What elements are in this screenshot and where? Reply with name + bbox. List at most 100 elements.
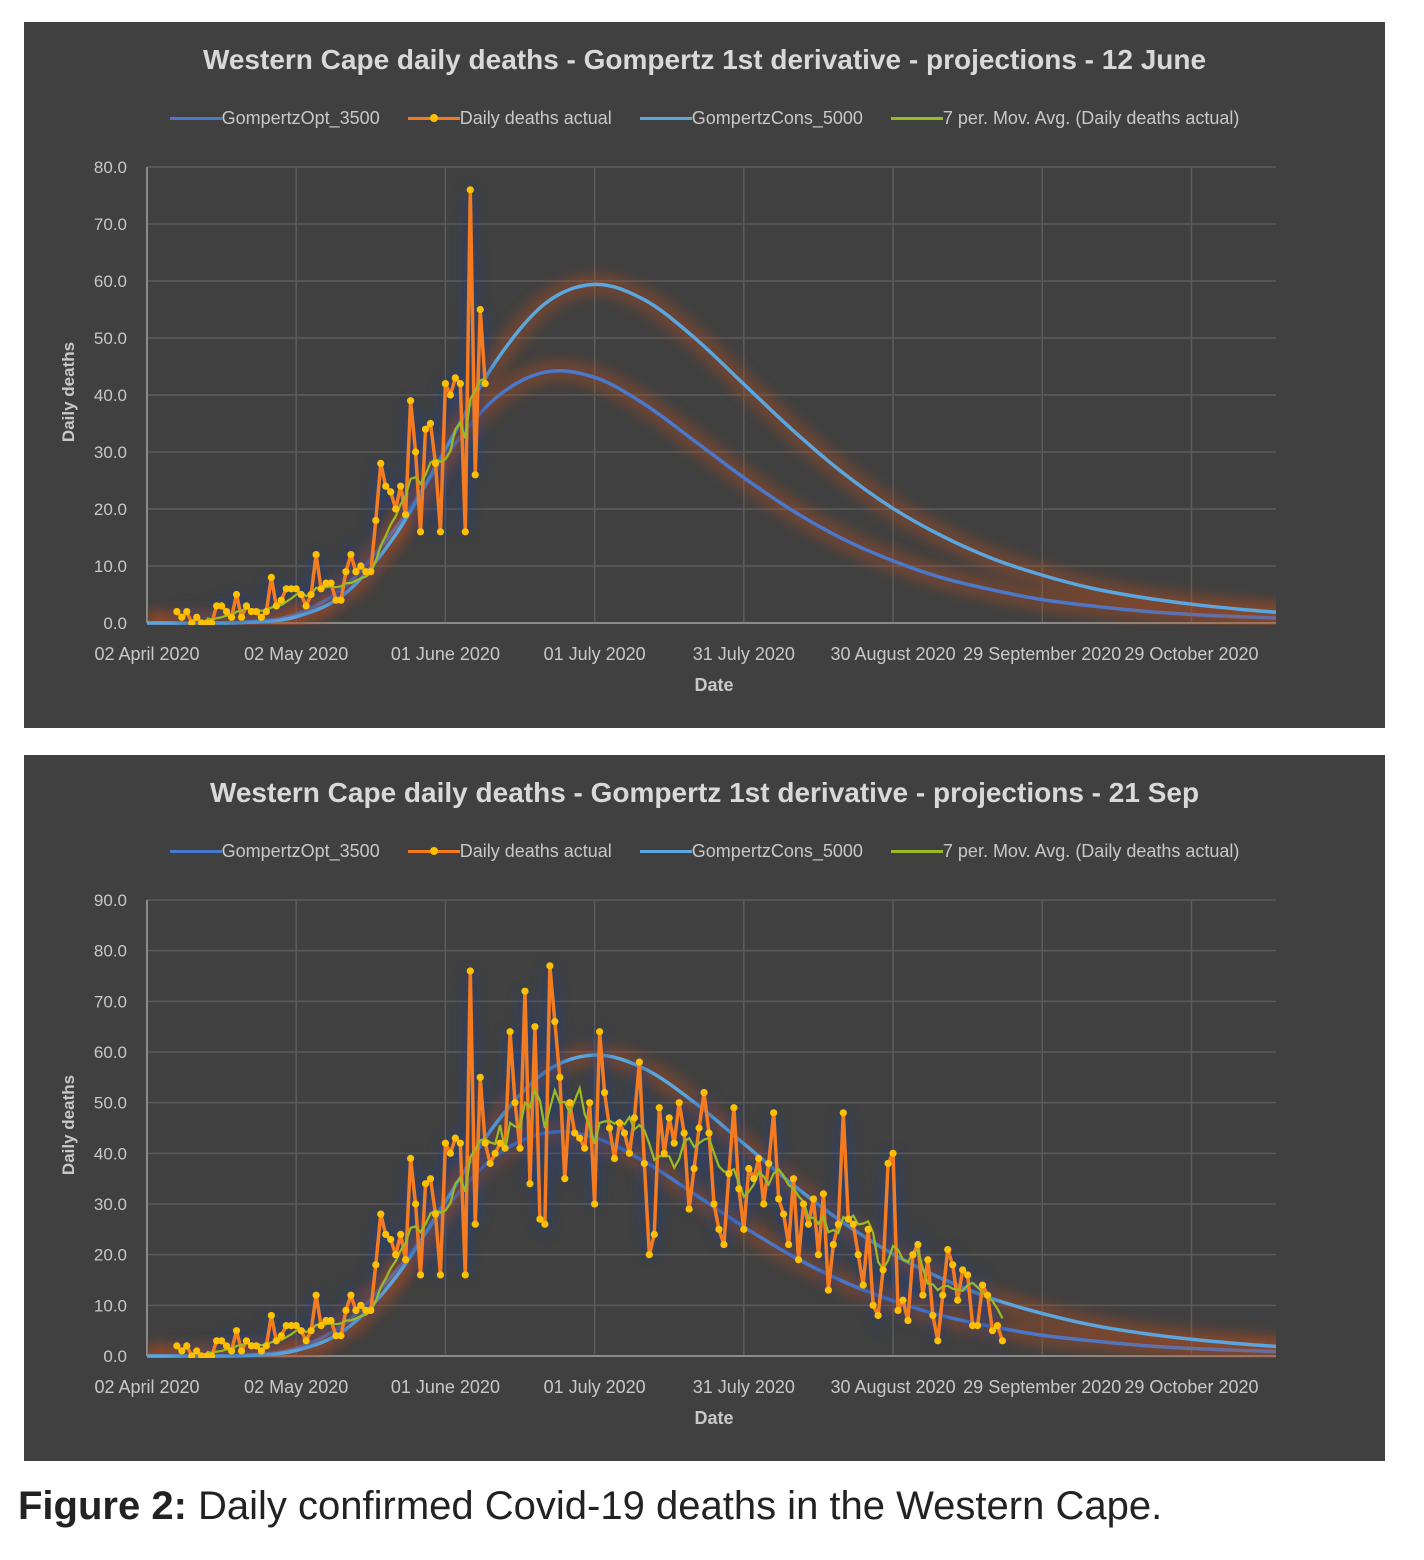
actual-point — [964, 1271, 972, 1279]
actual-point — [302, 1337, 310, 1345]
x-tick-label: 31 July 2020 — [693, 1377, 795, 1397]
actual-point — [869, 1301, 877, 1309]
actual-point — [924, 1256, 932, 1264]
actual-point — [362, 1306, 370, 1314]
actual-point — [208, 1352, 216, 1358]
actual-point — [595, 1028, 604, 1036]
actual-point — [327, 1316, 335, 1325]
actual-point — [969, 1322, 977, 1330]
actual-point — [272, 1337, 280, 1345]
actual-point — [178, 1347, 186, 1355]
chart-21-sep: Western Cape daily deaths - Gompertz 1st… — [24, 755, 1385, 1461]
actual-point — [188, 619, 196, 625]
actual-point — [949, 1261, 957, 1269]
actual-point — [367, 1306, 375, 1314]
actual-point — [193, 1347, 201, 1355]
legend-label: GompertzCons_5000 — [691, 841, 863, 861]
actual-point — [730, 1104, 738, 1112]
actual-point — [262, 608, 270, 616]
actual-point — [451, 374, 459, 382]
actual-point — [725, 1170, 733, 1178]
y-tick-label: 80.0 — [94, 158, 127, 177]
y-tick-label: 30.0 — [94, 1195, 127, 1214]
y-tick-label: 0.0 — [103, 1347, 127, 1366]
actual-point — [605, 1124, 614, 1132]
actual-point — [347, 1291, 355, 1299]
x-tick-label: 02 May 2020 — [244, 1377, 348, 1397]
actual-point — [188, 1352, 196, 1358]
actual-point — [899, 1296, 907, 1304]
actual-point — [516, 1144, 524, 1152]
actual-point — [586, 1099, 594, 1107]
y-tick-label: 30.0 — [94, 443, 127, 462]
actual-point — [600, 1088, 609, 1097]
actual-point — [222, 1342, 231, 1350]
actual-point — [436, 1271, 445, 1279]
actual-point — [282, 585, 290, 593]
actual-point — [382, 1230, 390, 1238]
actual-point — [232, 590, 241, 599]
legend-cons: GompertzCons_5000 — [639, 841, 863, 862]
actual-point — [824, 1286, 832, 1294]
actual-point — [461, 528, 469, 536]
actual-point — [357, 1301, 365, 1309]
legend-label: 7 per. Mov. Avg. (Daily deaths actual) — [942, 841, 1240, 861]
actual-point — [864, 1225, 872, 1233]
actual-point — [615, 1119, 624, 1127]
x-tick-label: 30 August 2020 — [830, 1377, 955, 1397]
legend-label: Daily deaths actual — [459, 841, 612, 861]
actual-point — [854, 1251, 862, 1259]
actual-point — [218, 602, 226, 610]
actual-point — [839, 1109, 847, 1117]
y-tick-label: 50.0 — [94, 329, 127, 348]
actual-point — [993, 1322, 1002, 1330]
actual-point — [471, 471, 479, 479]
x-tick-label: 01 July 2020 — [544, 644, 646, 664]
actual-point — [789, 1175, 798, 1183]
actual-point — [541, 1220, 549, 1228]
legend-cons: GompertzCons_5000 — [639, 108, 863, 129]
actual-point — [978, 1281, 987, 1289]
x-tick-label: 31 July 2020 — [693, 644, 795, 664]
legend: GompertzOpt_3500 Daily deaths actual Gom… — [24, 841, 1385, 862]
actual-point — [322, 579, 330, 587]
actual-point — [426, 419, 435, 428]
actual-point — [710, 1200, 718, 1208]
figure-caption: Figure 2: Daily confirmed Covid-19 death… — [18, 1484, 1162, 1529]
actual-point — [620, 1129, 629, 1137]
legend-opt: GompertzOpt_3500 — [169, 841, 380, 862]
actual-point — [859, 1281, 867, 1289]
actual-point — [312, 551, 320, 559]
legend-line-icon — [890, 850, 943, 853]
actual-point — [466, 967, 474, 975]
actual-point — [257, 613, 265, 621]
legend-line-icon — [639, 850, 692, 853]
actual-point — [889, 1149, 897, 1157]
plot-svg: 0.0 10.0 20.0 30.0 40.0 50.0 60.0 70.0 80.0 90.0 0… — [94, 891, 1276, 1397]
actual-point — [809, 1195, 818, 1203]
actual-point — [690, 1164, 698, 1173]
actual-point — [332, 596, 340, 604]
actual-point — [431, 1210, 440, 1218]
actual-point — [247, 1342, 256, 1350]
actual-point — [208, 619, 216, 625]
legend-actual: Daily deaths actual — [407, 108, 612, 129]
actual-point — [904, 1316, 912, 1325]
legend-line-icon — [890, 117, 943, 120]
x-tick-label: 29 October 2020 — [1124, 644, 1258, 664]
actual-point — [715, 1225, 723, 1233]
actual-point — [665, 1114, 673, 1122]
y-tick-label: 50.0 — [94, 1094, 127, 1113]
legend-opt: GompertzOpt_3500 — [169, 108, 380, 129]
actual-point — [397, 482, 405, 490]
actual-point — [421, 1180, 430, 1188]
actual-point — [521, 987, 529, 995]
caption-label: Figure 2: — [18, 1484, 187, 1528]
actual-point — [416, 528, 425, 536]
x-axis-title: Date — [694, 1408, 734, 1428]
actual-point — [213, 602, 221, 610]
actual-point — [486, 1159, 494, 1168]
actual-point — [501, 1144, 509, 1152]
legend-line-icon — [169, 117, 222, 120]
actual-point — [252, 608, 261, 616]
